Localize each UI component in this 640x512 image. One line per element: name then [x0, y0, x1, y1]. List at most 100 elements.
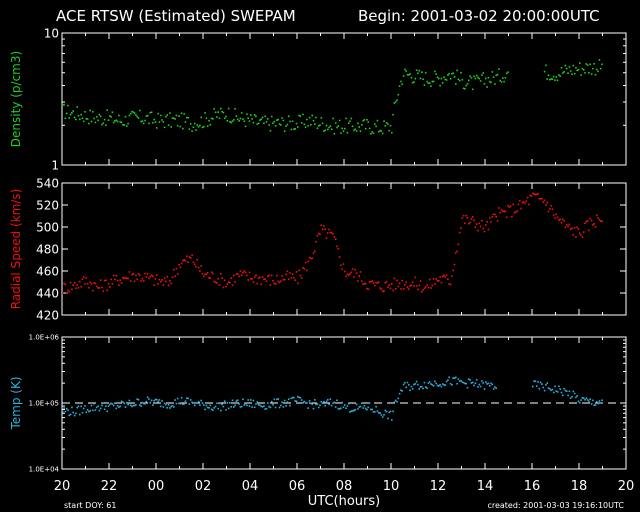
data-point — [321, 122, 324, 125]
data-point — [150, 399, 153, 402]
data-point — [64, 117, 67, 120]
data-point — [218, 284, 221, 286]
data-point — [259, 276, 261, 279]
data-point — [176, 273, 179, 275]
data-point — [471, 381, 474, 384]
data-point — [129, 112, 132, 115]
data-point — [148, 398, 150, 400]
data-point — [451, 72, 453, 75]
data-point — [209, 277, 212, 279]
data-point — [573, 72, 576, 75]
data-point — [499, 79, 501, 82]
data-point — [191, 401, 193, 404]
data-point — [397, 285, 400, 288]
x-tick-label: 02 — [195, 479, 212, 494]
data-point — [67, 104, 69, 107]
data-point — [307, 260, 309, 263]
data-point — [549, 208, 551, 210]
data-point — [182, 403, 184, 405]
data-point — [169, 407, 171, 409]
data-point — [486, 221, 488, 223]
data-point — [118, 284, 120, 286]
data-point — [413, 383, 415, 386]
data-point — [344, 270, 346, 273]
data-point — [475, 223, 478, 225]
data-point — [577, 400, 580, 403]
data-point — [246, 404, 248, 407]
data-point — [69, 113, 72, 116]
data-point — [359, 405, 362, 408]
data-point — [558, 385, 560, 388]
data-point — [498, 68, 500, 70]
data-point — [203, 125, 205, 128]
data-point — [571, 395, 573, 398]
data-point — [460, 227, 462, 229]
data-point — [171, 117, 174, 119]
data-point — [230, 121, 232, 124]
data-point — [234, 404, 236, 407]
data-point — [546, 382, 548, 384]
speed-panel — [61, 182, 627, 316]
data-point — [163, 126, 166, 129]
data-point — [375, 281, 377, 284]
data-point — [225, 409, 227, 411]
data-point — [321, 402, 324, 404]
data-point — [107, 119, 110, 121]
data-point — [565, 390, 568, 392]
data-point — [384, 282, 387, 284]
data-point — [99, 279, 102, 281]
data-point — [601, 399, 603, 401]
data-point — [364, 127, 367, 130]
data-point — [303, 400, 306, 403]
data-point — [270, 400, 273, 403]
data-point — [195, 402, 197, 404]
data-point — [579, 232, 581, 234]
data-point — [434, 380, 436, 383]
data-point — [487, 76, 490, 79]
data-point — [445, 380, 448, 383]
data-point — [543, 70, 546, 73]
data-point — [200, 116, 202, 119]
data-point — [115, 407, 118, 410]
data-point — [294, 128, 296, 130]
data-point — [95, 406, 98, 409]
data-point — [272, 122, 274, 124]
data-point — [367, 288, 370, 290]
data-point — [486, 86, 488, 88]
data-point — [586, 399, 589, 401]
data-point — [590, 403, 593, 405]
data-point — [366, 408, 368, 411]
data-point — [525, 200, 528, 202]
data-point — [276, 119, 278, 121]
data-point — [374, 284, 376, 287]
data-point — [597, 70, 599, 73]
data-point — [310, 402, 312, 405]
data-point — [388, 129, 390, 132]
data-point — [169, 112, 171, 114]
data-point — [124, 276, 127, 279]
data-point — [306, 402, 308, 404]
data-point — [166, 407, 168, 409]
data-point — [456, 382, 458, 385]
data-point — [71, 406, 73, 409]
x-tick-label: 00 — [148, 479, 165, 494]
data-point — [582, 397, 585, 399]
data-point — [144, 272, 146, 275]
data-point — [447, 278, 449, 280]
data-point — [577, 68, 580, 71]
data-point — [150, 111, 153, 113]
data-point — [205, 404, 208, 407]
data-point — [496, 73, 499, 76]
data-point — [231, 120, 234, 122]
data-point — [161, 119, 163, 121]
data-point — [105, 279, 107, 281]
data-point — [242, 398, 244, 401]
data-point — [69, 413, 72, 416]
data-point — [320, 117, 323, 119]
data-point — [159, 114, 162, 117]
data-point — [283, 399, 286, 402]
data-point — [269, 130, 272, 132]
data-point — [481, 220, 483, 222]
data-point — [337, 247, 340, 250]
